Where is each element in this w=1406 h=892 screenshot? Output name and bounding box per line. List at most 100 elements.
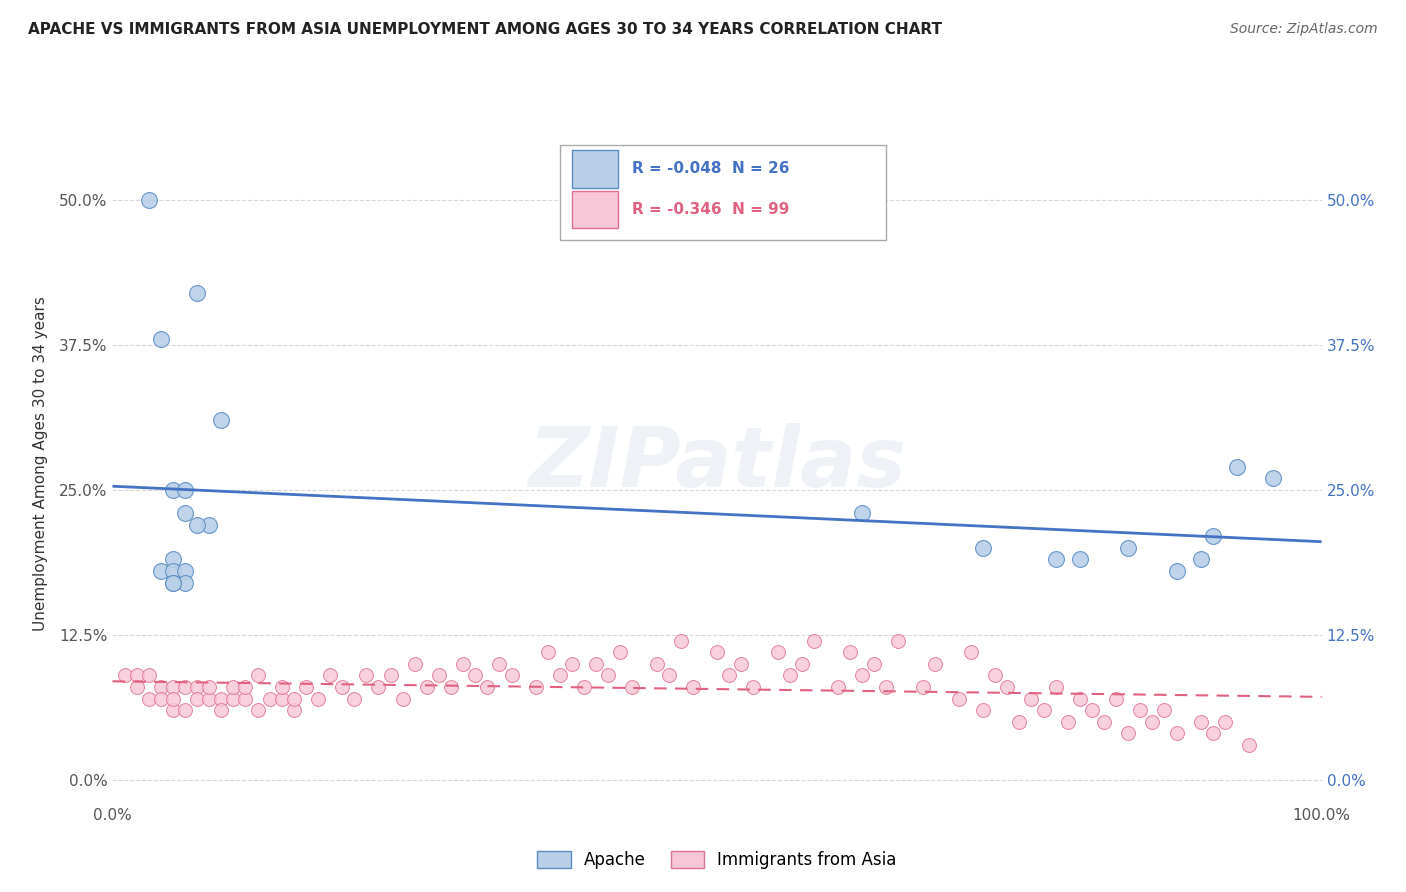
Point xyxy=(524,680,547,694)
Point xyxy=(235,680,257,694)
Point xyxy=(307,691,329,706)
Point xyxy=(1032,703,1054,717)
Point xyxy=(1021,691,1043,706)
Point xyxy=(451,657,474,671)
Point xyxy=(149,691,172,706)
Point xyxy=(887,633,910,648)
Point xyxy=(404,657,426,671)
Point xyxy=(330,680,353,694)
Point xyxy=(1045,680,1067,694)
Point xyxy=(1202,726,1225,740)
Point xyxy=(1189,552,1212,566)
Point xyxy=(235,691,257,706)
Point xyxy=(645,657,668,671)
Point xyxy=(114,668,136,682)
Point xyxy=(162,575,184,590)
Point xyxy=(416,680,439,694)
Point xyxy=(246,668,269,682)
Point xyxy=(1142,714,1164,729)
Point xyxy=(766,645,789,659)
Point xyxy=(125,668,148,682)
Point xyxy=(283,703,305,717)
Point xyxy=(198,680,221,694)
Text: R = -0.346  N = 99: R = -0.346 N = 99 xyxy=(633,202,790,217)
Point xyxy=(851,506,873,520)
Point xyxy=(1189,714,1212,729)
Point xyxy=(561,657,583,671)
Point xyxy=(149,564,172,578)
Point xyxy=(209,691,232,706)
Point xyxy=(319,668,342,682)
Point xyxy=(174,564,197,578)
Point xyxy=(222,691,245,706)
Point xyxy=(995,680,1018,694)
Point xyxy=(125,680,148,694)
Point xyxy=(343,691,366,706)
Point xyxy=(1237,738,1260,752)
Point xyxy=(924,657,946,671)
Point xyxy=(851,668,873,682)
Point xyxy=(1202,529,1225,543)
Point xyxy=(209,413,232,427)
Point xyxy=(598,668,620,682)
Point xyxy=(706,645,728,659)
Point xyxy=(1166,564,1188,578)
Point xyxy=(198,517,221,532)
Point xyxy=(658,668,681,682)
Point xyxy=(609,645,631,659)
Point xyxy=(682,680,704,694)
Point xyxy=(669,633,692,648)
Point xyxy=(162,575,184,590)
Point xyxy=(380,668,402,682)
Point xyxy=(162,564,184,578)
FancyBboxPatch shape xyxy=(572,191,617,228)
Text: APACHE VS IMMIGRANTS FROM ASIA UNEMPLOYMENT AMONG AGES 30 TO 34 YEARS CORRELATIO: APACHE VS IMMIGRANTS FROM ASIA UNEMPLOYM… xyxy=(28,22,942,37)
Point xyxy=(149,332,172,346)
Point xyxy=(198,691,221,706)
Point xyxy=(621,680,644,694)
Point xyxy=(984,668,1007,682)
Point xyxy=(1045,552,1067,566)
Point xyxy=(790,657,813,671)
Point xyxy=(186,285,208,300)
Point xyxy=(477,680,499,694)
Point xyxy=(548,668,571,682)
Point xyxy=(222,680,245,694)
Text: ZIPatlas: ZIPatlas xyxy=(529,424,905,504)
Point xyxy=(972,541,994,555)
Point xyxy=(911,680,934,694)
Point xyxy=(162,552,184,566)
Text: R = -0.048  N = 26: R = -0.048 N = 26 xyxy=(633,161,790,177)
FancyBboxPatch shape xyxy=(572,151,617,187)
Point xyxy=(356,668,378,682)
Point xyxy=(1263,471,1285,485)
Point xyxy=(270,680,292,694)
Point xyxy=(138,668,160,682)
Point xyxy=(875,680,897,694)
Legend: Apache, Immigrants from Asia: Apache, Immigrants from Asia xyxy=(530,845,904,876)
Point xyxy=(162,691,184,706)
Point xyxy=(1153,703,1175,717)
Point xyxy=(827,680,849,694)
Point xyxy=(537,645,560,659)
Point xyxy=(186,680,208,694)
Point xyxy=(488,657,510,671)
Point xyxy=(730,657,752,671)
Point xyxy=(779,668,801,682)
Point xyxy=(585,657,607,671)
Point xyxy=(283,691,305,706)
Point xyxy=(1092,714,1115,729)
Point xyxy=(209,703,232,717)
Point xyxy=(1213,714,1236,729)
Point xyxy=(186,691,208,706)
Point xyxy=(174,575,197,590)
Point xyxy=(742,680,765,694)
Point xyxy=(863,657,886,671)
Point xyxy=(1166,726,1188,740)
Point xyxy=(138,193,160,207)
Point xyxy=(572,680,595,694)
Point xyxy=(960,645,983,659)
Point xyxy=(259,691,281,706)
Point xyxy=(174,703,197,717)
Point xyxy=(295,680,318,694)
